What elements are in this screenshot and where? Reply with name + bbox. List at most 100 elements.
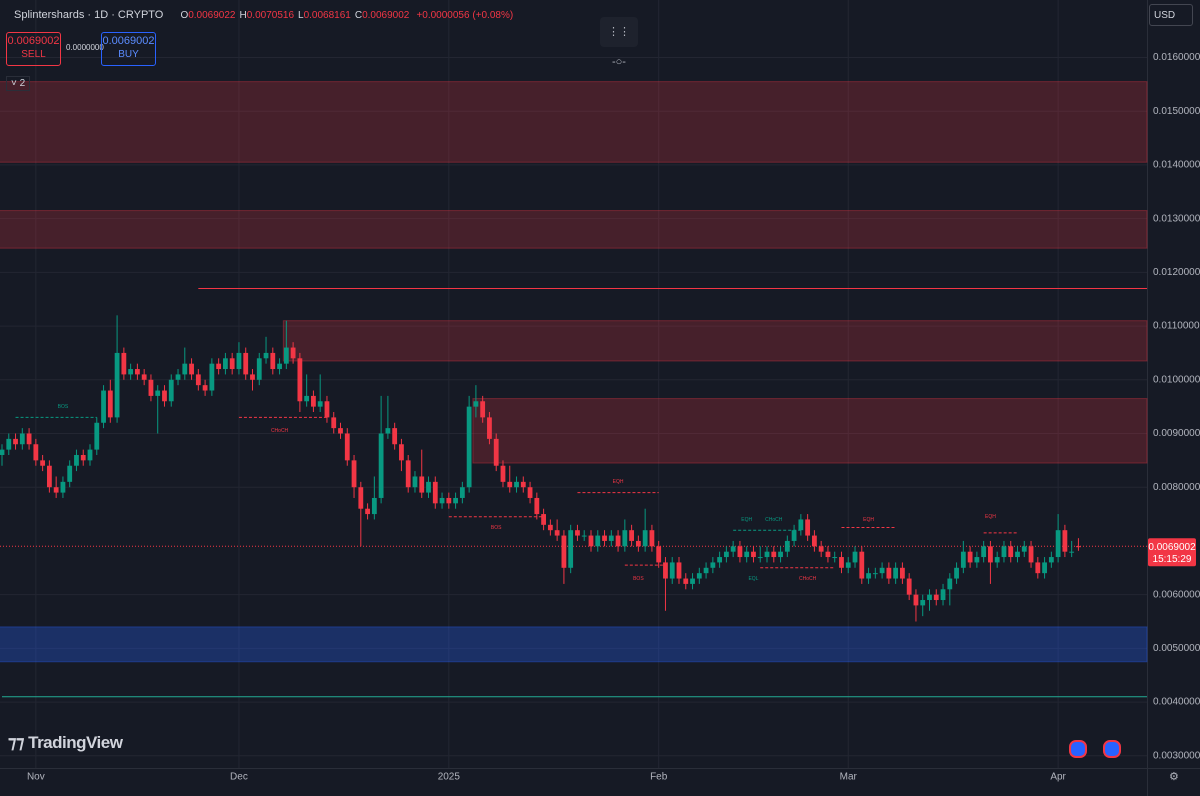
y-tick-label: 0.0090000 xyxy=(1153,428,1200,439)
y-tick-label: 0.0110000 xyxy=(1153,321,1200,332)
candle-body xyxy=(195,374,201,386)
x-tick-label: Feb xyxy=(650,772,668,783)
candle-body xyxy=(365,508,370,515)
candle-body xyxy=(554,530,560,536)
candle-body xyxy=(256,358,262,380)
candle-body xyxy=(595,535,601,547)
settings-button[interactable]: ⚙ xyxy=(1169,771,1179,783)
zone xyxy=(472,398,1148,464)
ohlc-value: 0.0069022 xyxy=(188,10,236,21)
annotation: EQH xyxy=(985,514,996,520)
zone xyxy=(0,210,1148,249)
candle-body xyxy=(900,567,905,579)
x-tick-label: Mar xyxy=(840,772,858,783)
candle-body xyxy=(872,573,878,575)
candle-body xyxy=(818,546,824,552)
x-tick-label: Dec xyxy=(230,772,248,783)
candle-body xyxy=(80,454,86,461)
candle-body xyxy=(412,476,418,488)
candle-body xyxy=(385,428,391,434)
buy-button[interactable]: 0.0069002 BUY xyxy=(101,32,156,66)
zone xyxy=(0,626,1148,663)
candle-body xyxy=(507,481,513,488)
candle-body xyxy=(487,417,492,439)
candle-body xyxy=(338,428,343,434)
candle-body xyxy=(114,352,120,418)
candle-body xyxy=(520,481,526,488)
ohlc: O0.0069022 H0.0070516 L0.0068161 C0.0069002 xyxy=(180,10,413,21)
candle-body xyxy=(1001,546,1007,558)
candle-body xyxy=(446,497,452,504)
candle-body xyxy=(893,567,899,579)
sell-button[interactable]: 0.0069002 SELL xyxy=(6,32,61,66)
candle-body xyxy=(615,535,621,547)
candle-body xyxy=(744,551,750,558)
candle-body xyxy=(588,535,594,547)
candle-body xyxy=(0,449,5,455)
candle-body xyxy=(866,573,871,579)
candle-body xyxy=(101,390,106,423)
candle-body xyxy=(947,578,953,590)
candle-body xyxy=(723,551,729,558)
ohlc-key: O xyxy=(180,10,189,21)
logo[interactable]: ⁊⁊ TradingView xyxy=(8,733,123,752)
x-tick-label: 2025 xyxy=(438,772,461,783)
candle-body xyxy=(209,363,215,391)
candle-body xyxy=(845,562,851,568)
candle-body xyxy=(175,374,181,380)
spread: 0.0000000 xyxy=(66,43,104,52)
candle-body xyxy=(283,347,289,364)
candle-body xyxy=(663,562,668,579)
zone xyxy=(282,320,1148,362)
candle-body xyxy=(94,422,100,450)
candle-body xyxy=(967,551,973,563)
price-tag xyxy=(1148,538,1196,567)
candle-body xyxy=(825,551,831,558)
candle-body xyxy=(852,551,858,563)
candle-body xyxy=(988,546,993,563)
indicators-toggle[interactable]: ˅ 2 xyxy=(6,76,31,91)
candle-body xyxy=(1055,530,1061,558)
candle-body xyxy=(575,530,580,536)
candle-body xyxy=(784,540,790,552)
zone-layer xyxy=(0,81,1148,663)
currency-select[interactable]: USD xyxy=(1149,4,1193,26)
candle-body xyxy=(737,546,743,558)
candle-body xyxy=(933,594,939,601)
logo-text: TradingView xyxy=(28,733,123,752)
drawing-toolbar[interactable]: ⋮⋮ -○- xyxy=(600,17,638,68)
candle-body xyxy=(155,390,161,396)
candle-body xyxy=(40,460,46,466)
symbol[interactable]: Splintershards · 1D · CRYPTO xyxy=(14,9,164,21)
candle-body xyxy=(717,557,723,563)
candle-body xyxy=(53,487,59,493)
annotation: EQH xyxy=(741,517,752,523)
candle-body xyxy=(656,546,662,563)
y-tick-label: 0.0100000 xyxy=(1153,374,1200,385)
candle-body xyxy=(67,465,73,482)
event-icon[interactable] xyxy=(1069,740,1087,758)
price-tag-label: 0.0069002 xyxy=(1148,542,1196,553)
candle-body xyxy=(1042,562,1047,574)
candle-body xyxy=(459,487,465,498)
event-icon[interactable] xyxy=(1103,740,1121,758)
candle-body xyxy=(135,369,140,375)
candle-body xyxy=(669,562,675,579)
ohlc-key: H xyxy=(239,10,247,21)
candle-body xyxy=(940,589,946,601)
annotation: BOS xyxy=(633,576,644,582)
candle-body xyxy=(622,530,628,547)
y-tick-label: 0.0040000 xyxy=(1153,697,1200,708)
y-tick-label: 0.0080000 xyxy=(1153,482,1200,493)
y-tick-label: 0.0060000 xyxy=(1153,589,1200,600)
indicator-count: 2 xyxy=(19,78,26,89)
candle-body xyxy=(805,519,811,536)
candle-body xyxy=(229,358,235,370)
candle-body xyxy=(426,481,431,493)
candle-body xyxy=(839,557,844,568)
candle-body xyxy=(798,519,804,531)
candle-body xyxy=(371,497,377,515)
candle-body xyxy=(541,514,546,525)
candle-body xyxy=(250,374,255,380)
candle-body xyxy=(886,567,892,579)
